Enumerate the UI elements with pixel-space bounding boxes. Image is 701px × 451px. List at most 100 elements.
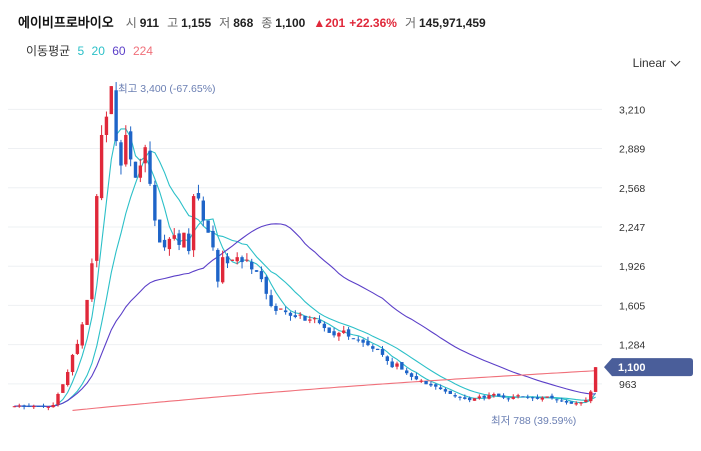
- candle: [589, 391, 593, 402]
- candle: [211, 230, 215, 248]
- candle: [385, 356, 390, 362]
- low-value: 868: [233, 16, 254, 30]
- min-annotation: 최저 788 (39.59%): [491, 415, 576, 427]
- candle: [366, 341, 370, 346]
- candle: [27, 405, 31, 407]
- candle: [375, 348, 380, 351]
- candle: [574, 403, 578, 405]
- change-percent: +22.36%: [349, 16, 397, 30]
- candle: [569, 401, 574, 404]
- candle: [109, 86, 113, 115]
- candle: [274, 306, 278, 311]
- moving-average-legend[interactable]: 이동평균 5 20 60 224: [26, 42, 157, 59]
- candle: [506, 398, 511, 400]
- candle: [41, 405, 46, 407]
- candle: [361, 339, 365, 343]
- y-tick-label: 1,926: [619, 261, 645, 273]
- change-value: ▲201: [313, 16, 346, 30]
- candle: [555, 399, 559, 401]
- current-price-tag: 1,100: [604, 358, 693, 377]
- candle: [530, 397, 535, 399]
- close-label: 종: [261, 16, 273, 30]
- candle: [395, 363, 399, 367]
- candle: [434, 384, 438, 387]
- ma224-line: [72, 370, 596, 411]
- candle: [95, 196, 99, 261]
- candle: [22, 405, 26, 407]
- candle: [371, 346, 375, 349]
- candle: [269, 295, 273, 307]
- candle: [162, 239, 167, 248]
- candle: [303, 315, 307, 321]
- candle: [167, 238, 172, 250]
- candle: [240, 257, 244, 263]
- candle: [317, 320, 322, 324]
- candle: [521, 396, 525, 398]
- candle: [492, 394, 496, 396]
- candle: [254, 270, 259, 272]
- candle: [235, 257, 239, 262]
- candle: [283, 310, 288, 313]
- candle: [216, 249, 220, 282]
- candle: [51, 405, 55, 408]
- candle: [501, 395, 506, 398]
- candle: [143, 147, 147, 164]
- candle: [264, 276, 268, 294]
- candle: [342, 330, 346, 333]
- candle: [220, 257, 225, 283]
- candle: [438, 387, 443, 390]
- candle: [90, 263, 94, 300]
- candle: [443, 389, 448, 392]
- candle: [564, 401, 569, 403]
- candle: [429, 383, 433, 386]
- ma60-line: [14, 223, 596, 407]
- candle: [172, 235, 176, 239]
- candle: [540, 397, 545, 400]
- candle: [545, 396, 549, 398]
- candle: [206, 220, 210, 233]
- candle: [511, 397, 515, 399]
- candle: [46, 406, 51, 408]
- candle: [322, 323, 327, 329]
- current-price-label: 1,100: [618, 362, 646, 374]
- candle: [196, 193, 201, 199]
- y-tick-label: 2,568: [619, 183, 645, 195]
- candle: [559, 400, 564, 402]
- candle: [245, 259, 249, 261]
- candle: [279, 308, 283, 310]
- candle: [70, 354, 75, 373]
- candle: [405, 370, 409, 374]
- close-value: 1,100: [275, 16, 306, 30]
- candle: [36, 405, 41, 407]
- candle: [201, 200, 205, 221]
- ma-period-60: 60: [112, 44, 126, 58]
- candle: [56, 394, 60, 405]
- candle: [187, 233, 191, 252]
- candle: [114, 90, 118, 142]
- candle: [337, 332, 341, 337]
- candle: [409, 373, 414, 377]
- candle: [133, 161, 138, 178]
- candle: [61, 384, 65, 393]
- candle: [153, 184, 157, 221]
- volume-label: 거: [404, 16, 416, 30]
- candle: [75, 343, 80, 354]
- candle: [579, 402, 583, 404]
- candle: [400, 362, 404, 370]
- candle: [17, 405, 21, 407]
- candle: [312, 318, 317, 320]
- scale-selector[interactable]: Linear: [633, 56, 681, 70]
- candle: [550, 395, 554, 399]
- candle: [448, 390, 452, 395]
- ma-period-224: 224: [132, 44, 153, 58]
- ma-period-5: 5: [77, 44, 85, 58]
- candle: [453, 395, 457, 397]
- candle: [32, 405, 36, 408]
- candle: [390, 361, 394, 368]
- candle: [356, 339, 360, 341]
- candle: [414, 376, 419, 380]
- candle: [293, 315, 298, 318]
- candle: [225, 256, 230, 264]
- candle: [497, 393, 501, 397]
